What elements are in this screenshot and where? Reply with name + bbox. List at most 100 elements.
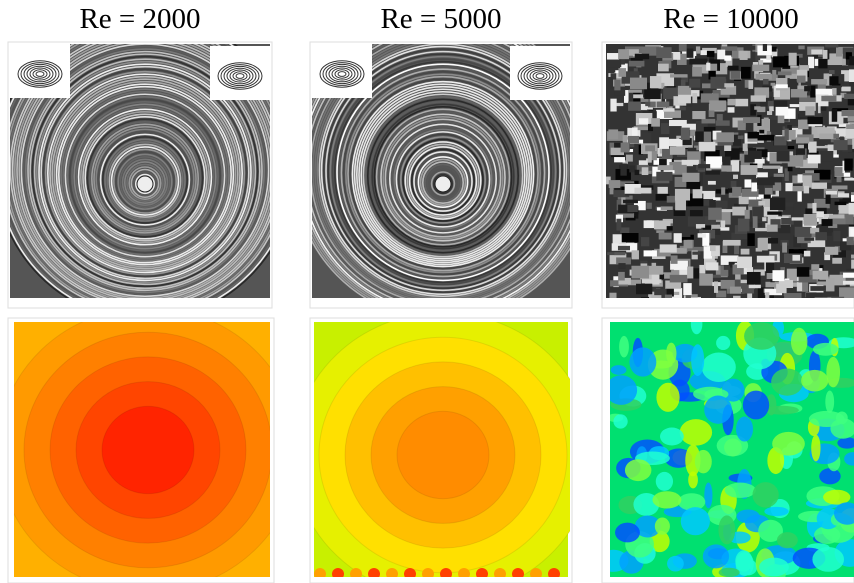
streak xyxy=(627,204,638,213)
contour-blob xyxy=(772,431,805,456)
wall-cell xyxy=(314,568,326,577)
corner-eddy xyxy=(26,65,54,83)
streak xyxy=(663,170,675,174)
streak xyxy=(620,227,630,234)
streak xyxy=(614,79,621,91)
contour-blob xyxy=(610,375,638,405)
wall-cell xyxy=(422,568,434,577)
streak xyxy=(656,101,670,108)
streak xyxy=(794,53,803,58)
streak xyxy=(633,94,644,99)
streak xyxy=(729,286,741,294)
streak xyxy=(636,283,653,295)
streamline xyxy=(117,153,173,210)
streak xyxy=(838,74,845,84)
streak xyxy=(808,56,815,69)
streak xyxy=(606,176,611,185)
streak xyxy=(691,268,705,279)
streak xyxy=(806,292,823,298)
streak xyxy=(666,195,682,203)
streamline xyxy=(373,105,513,248)
streak xyxy=(674,188,691,201)
streak xyxy=(640,237,650,247)
corner-eddy xyxy=(334,69,350,79)
streak xyxy=(641,167,649,176)
streak xyxy=(798,274,817,283)
streamline xyxy=(84,116,206,240)
contour-blob xyxy=(701,352,736,382)
streak xyxy=(831,109,838,122)
streak xyxy=(797,234,811,244)
contour-blob xyxy=(766,394,777,416)
streak xyxy=(637,103,653,110)
streak xyxy=(673,233,682,243)
streak xyxy=(740,165,758,175)
streak xyxy=(638,144,643,155)
streak xyxy=(838,203,854,214)
streamline xyxy=(58,85,232,264)
streak xyxy=(743,148,749,155)
streamline xyxy=(419,158,467,206)
streak xyxy=(616,257,632,265)
streamline xyxy=(20,44,270,298)
streak xyxy=(714,281,719,293)
streak xyxy=(701,216,716,226)
streak xyxy=(754,87,770,98)
corner-eddy xyxy=(331,67,353,81)
contour-blob xyxy=(736,509,760,524)
streak xyxy=(737,283,755,294)
streak xyxy=(758,201,766,206)
streak xyxy=(720,220,726,228)
contour-blob xyxy=(771,368,804,396)
streak xyxy=(788,127,803,139)
streak xyxy=(663,87,680,100)
streak xyxy=(833,247,846,258)
streak xyxy=(792,185,804,192)
streak xyxy=(802,175,812,188)
streak xyxy=(731,47,744,59)
streak xyxy=(848,69,854,82)
contour-blob xyxy=(812,546,845,572)
streak xyxy=(782,242,788,253)
streamline xyxy=(404,141,482,220)
streak xyxy=(774,295,785,298)
streak xyxy=(794,226,812,237)
contour-blob xyxy=(694,449,712,474)
streak xyxy=(833,140,848,151)
streak xyxy=(634,187,652,194)
streak xyxy=(782,129,796,140)
streamline xyxy=(102,136,189,224)
streak xyxy=(842,86,851,91)
streak xyxy=(840,92,847,98)
streak xyxy=(744,179,752,188)
streak xyxy=(711,224,721,232)
streak xyxy=(614,187,627,193)
streak xyxy=(757,106,766,113)
streak xyxy=(687,216,705,227)
streamline xyxy=(358,88,528,262)
streak xyxy=(703,126,716,133)
wall-cell xyxy=(386,568,398,577)
contour-blob xyxy=(844,452,854,466)
streak xyxy=(710,97,728,102)
streamline xyxy=(121,158,169,206)
wall-cell xyxy=(440,568,452,577)
corner-bg xyxy=(312,44,372,98)
streak xyxy=(648,104,654,117)
streak xyxy=(821,219,833,226)
streak xyxy=(618,204,634,214)
streak xyxy=(735,98,749,107)
streamline xyxy=(410,148,475,214)
streamline xyxy=(384,118,502,238)
streak xyxy=(669,274,688,283)
streak xyxy=(727,107,735,113)
streamline xyxy=(369,100,517,252)
streak xyxy=(747,267,754,272)
streamline xyxy=(69,98,221,254)
streak xyxy=(807,116,823,125)
streak xyxy=(675,200,686,211)
streamline xyxy=(314,44,570,298)
streak xyxy=(829,76,841,86)
streamline xyxy=(82,113,208,242)
streak xyxy=(792,175,802,184)
